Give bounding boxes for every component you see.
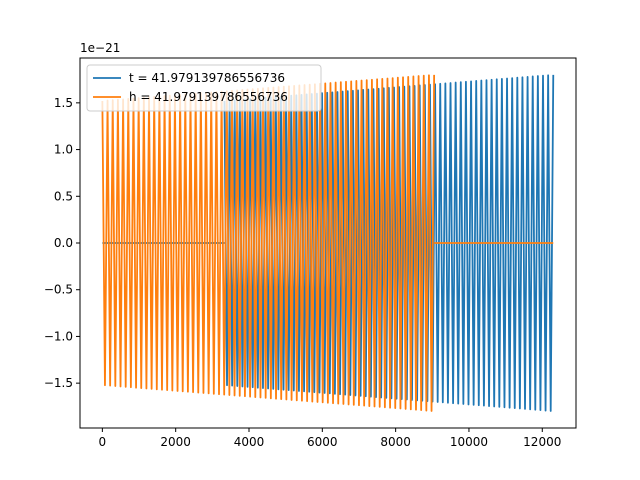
x-tick-label: 2000: [160, 435, 191, 449]
y-tick-label: 0.0: [54, 236, 73, 250]
x-tick-label: 6000: [307, 435, 338, 449]
x-tick-label: 10000: [450, 435, 488, 449]
y-tick-label: 1.0: [54, 143, 73, 157]
x-axis-ticks: 0 2000 4000 6000 8000 10000 12000: [99, 428, 561, 449]
y-tick-label: 1.5: [54, 96, 73, 110]
y-tick-label: 0.5: [54, 189, 73, 203]
y-tick-label: −1.0: [44, 329, 73, 343]
y-tick-label: −1.5: [44, 376, 73, 390]
x-tick-label: 4000: [234, 435, 265, 449]
y-offset-label: 1e−21: [80, 41, 120, 55]
y-axis-ticks: −1.5 −1.0 −0.5 0.0 0.5 1.0 1.5: [44, 96, 80, 390]
x-tick-label: 0: [99, 435, 107, 449]
legend-entry-1: t = 41.979139786556736: [129, 71, 285, 85]
legend-entry-2: h = 41.979139786556736: [129, 90, 288, 104]
series-1-segment-2: [223, 74, 555, 412]
x-tick-label: 8000: [380, 435, 411, 449]
x-tick-label: 12000: [523, 435, 561, 449]
legend-box: [86, 64, 322, 112]
y-tick-label: −0.5: [44, 283, 73, 297]
legend: t = 41.979139786556736 h = 41.97913978655…: [86, 64, 322, 112]
